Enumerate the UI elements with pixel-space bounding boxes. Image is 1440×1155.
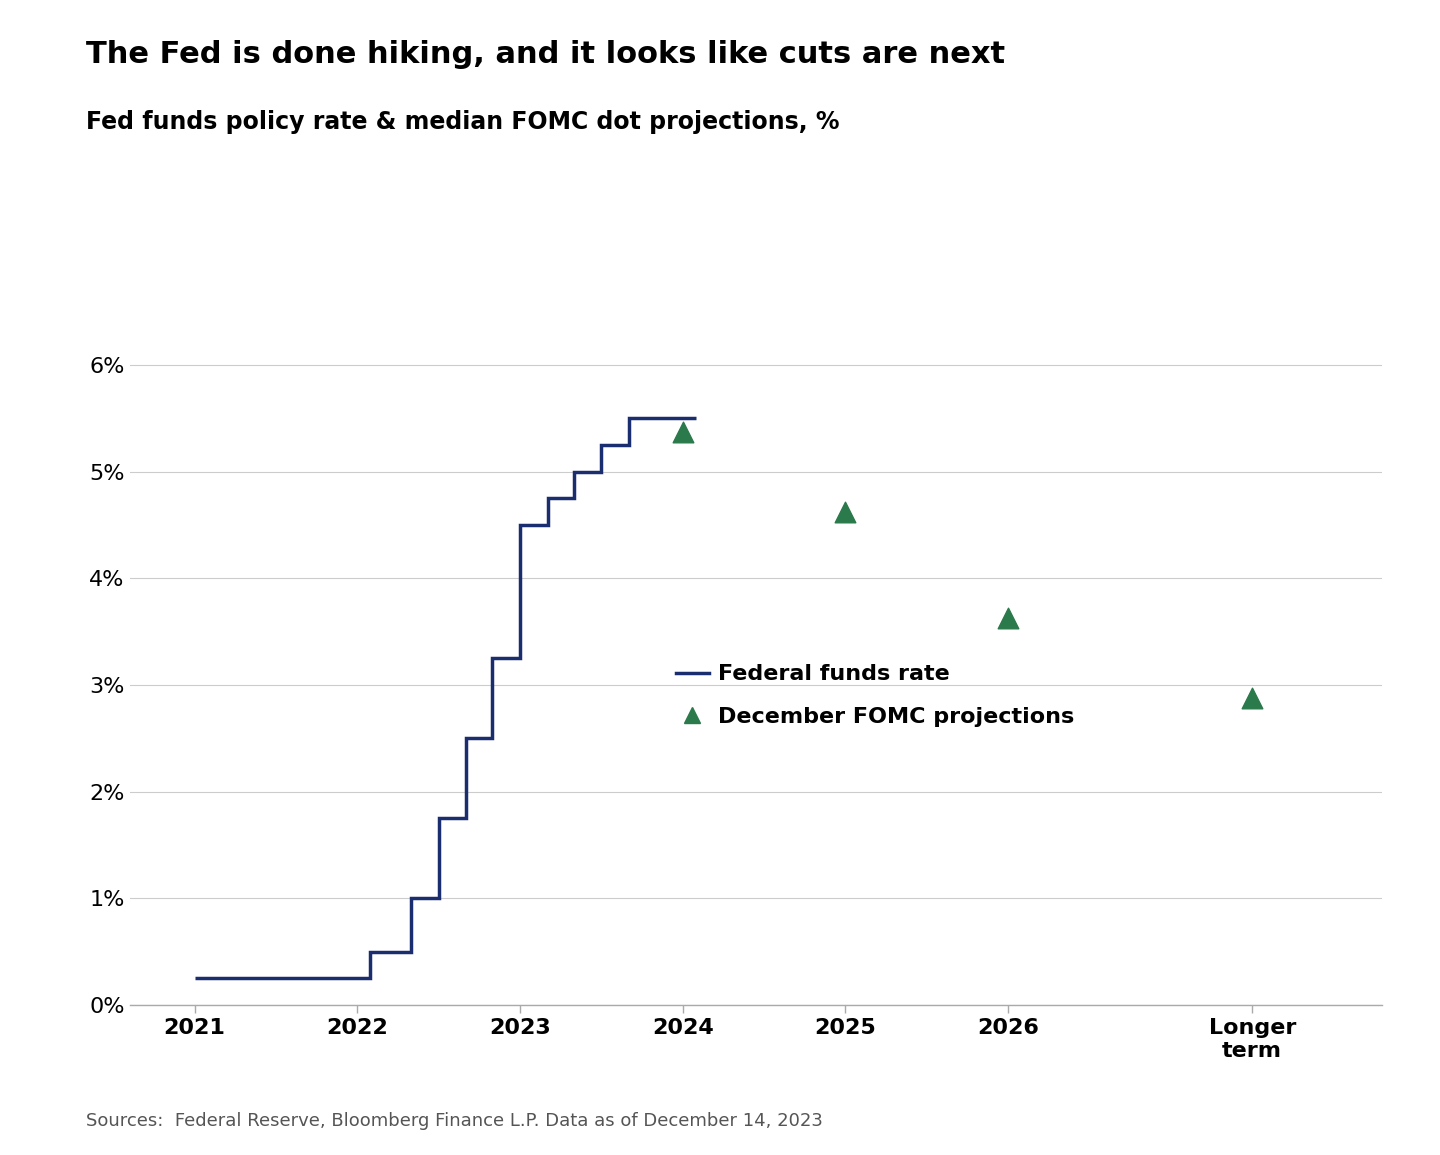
Text: The Fed is done hiking, and it looks like cuts are next: The Fed is done hiking, and it looks lik… [86, 40, 1005, 69]
Text: Sources:  Federal Reserve, Bloomberg Finance L.P. Data as of December 14, 2023: Sources: Federal Reserve, Bloomberg Fina… [86, 1111, 824, 1130]
Point [671, 423, 694, 441]
Point [1241, 690, 1264, 708]
Text: Fed funds policy rate & median FOMC dot projections, %: Fed funds policy rate & median FOMC dot … [86, 110, 840, 134]
Point [996, 609, 1020, 627]
Point [834, 502, 857, 521]
Legend: Federal funds rate, December FOMC projections: Federal funds rate, December FOMC projec… [667, 656, 1083, 736]
